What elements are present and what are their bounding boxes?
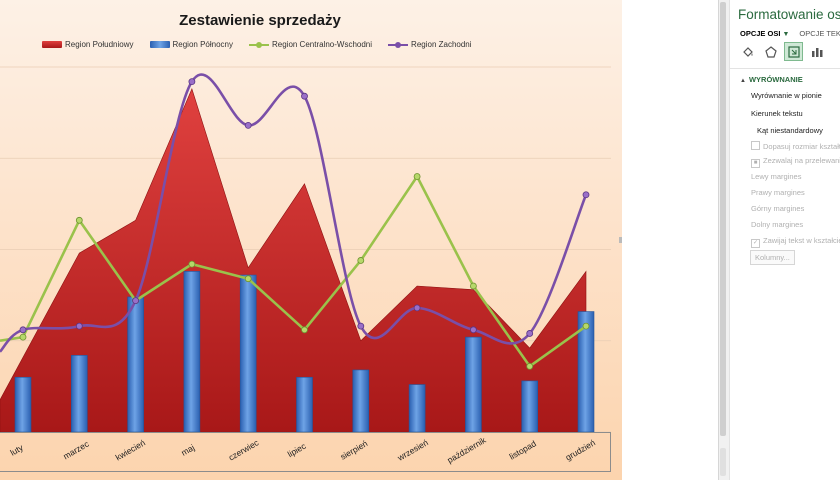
fill-line-icon[interactable] bbox=[738, 42, 757, 61]
checkbox-allow-overflow: ■ bbox=[751, 159, 760, 168]
legend-label: Region Południowy bbox=[65, 40, 134, 49]
legend-item[interactable]: Region Północny bbox=[149, 40, 233, 49]
point-region-zachodni[interactable] bbox=[413, 304, 421, 312]
plot-area[interactable] bbox=[0, 0, 622, 480]
bar-region-polnocny[interactable] bbox=[577, 311, 595, 433]
point-region-zachodni[interactable] bbox=[19, 326, 27, 334]
bar-region-polnocny[interactable] bbox=[465, 336, 482, 433]
legend-swatch bbox=[248, 41, 269, 49]
pane-icon-tabs bbox=[738, 42, 826, 61]
collapse-triangle-icon[interactable]: ▲ bbox=[740, 78, 746, 84]
x-axis-selection[interactable] bbox=[0, 432, 611, 472]
bar-region-polnocny[interactable] bbox=[352, 369, 370, 433]
bar-region-polnocny[interactable] bbox=[296, 376, 313, 433]
option-bottom-margin: Dolny margines bbox=[751, 220, 804, 229]
option-wrap-text-label: Zawijaj tekst w kształcie bbox=[763, 236, 840, 245]
option-resize-shape-label: Dopasuj rozmiar kształtu bbox=[763, 142, 840, 151]
chart-title[interactable]: Zestawienie sprzedaży bbox=[179, 12, 341, 29]
chart-resize-handle[interactable] bbox=[619, 237, 622, 243]
point-region-centralno-wschodni[interactable] bbox=[75, 216, 83, 224]
pane-separator bbox=[730, 68, 840, 69]
option-custom-angle[interactable]: Kąt niestandardowy bbox=[757, 126, 823, 135]
bar-region-polnocny[interactable] bbox=[239, 274, 257, 433]
point-region-centralno-wschodni[interactable] bbox=[582, 322, 590, 330]
bar-region-polnocny[interactable] bbox=[14, 376, 32, 433]
tab-axis-options-label: OPCJE OSI bbox=[740, 29, 781, 38]
line-region-centralno-wschodni[interactable] bbox=[0, 175, 587, 368]
size-properties-icon[interactable] bbox=[784, 42, 803, 61]
legend-swatch bbox=[388, 41, 409, 49]
point-region-zachodni[interactable] bbox=[301, 92, 308, 100]
axis-options-icon[interactable] bbox=[807, 42, 826, 61]
point-region-centralno-wschodni[interactable] bbox=[188, 260, 196, 268]
point-region-centralno-wschodni[interactable] bbox=[413, 173, 421, 180]
effects-icon[interactable] bbox=[761, 42, 780, 61]
legend-item[interactable]: Region Południowy bbox=[42, 40, 134, 49]
option-resize-shape: Dopasuj rozmiar kształtu bbox=[751, 141, 840, 151]
worksheet-gap bbox=[622, 0, 718, 480]
tab-text-options[interactable]: OPCJE TEKSTU bbox=[799, 29, 840, 38]
bar-region-polnocny[interactable] bbox=[408, 384, 426, 433]
option-vertical-alignment[interactable]: Wyrównanie w pionie bbox=[751, 91, 822, 100]
columns-button: Kolumny... bbox=[750, 250, 795, 265]
bar-region-polnocny[interactable] bbox=[127, 296, 144, 433]
bar-region-polnocny[interactable] bbox=[521, 380, 539, 433]
bar-region-polnocny[interactable] bbox=[71, 355, 88, 433]
section-alignment-header[interactable]: ▲ WYRÓWNANIE bbox=[740, 75, 803, 84]
point-region-zachodni[interactable] bbox=[526, 330, 534, 337]
scrollbar-thumb[interactable] bbox=[720, 2, 726, 436]
point-region-zachodni[interactable] bbox=[75, 322, 83, 330]
chart-area[interactable]: Zestawienie sprzedaży Region Południowy R… bbox=[0, 0, 622, 480]
legend-label: Region Zachodni bbox=[411, 40, 472, 49]
area-region-poludniowy[interactable] bbox=[0, 88, 587, 433]
legend-item[interactable]: Region Zachodni bbox=[388, 40, 472, 49]
option-right-margin: Prawy margines bbox=[751, 188, 805, 197]
chevron-down-icon[interactable]: ▼ bbox=[782, 31, 790, 38]
point-region-centralno-wschodni[interactable] bbox=[19, 333, 27, 341]
legend-label: Region Centralno-Wschodni bbox=[271, 40, 373, 49]
point-region-zachodni[interactable] bbox=[132, 297, 140, 305]
option-wrap-text: ✓ Zawijaj tekst w kształcie bbox=[751, 236, 840, 248]
option-left-margin: Lewy margines bbox=[751, 172, 802, 181]
point-region-centralno-wschodni[interactable] bbox=[469, 282, 477, 290]
point-region-zachodni[interactable] bbox=[357, 322, 365, 330]
point-region-zachodni[interactable] bbox=[188, 78, 196, 85]
legend-item[interactable]: Region Centralno-Wschodni bbox=[248, 40, 373, 49]
legend-label: Region Północny bbox=[172, 40, 233, 49]
pane-title: Formatowanie osi bbox=[738, 7, 840, 22]
point-region-centralno-wschodni[interactable] bbox=[244, 275, 252, 283]
chart-legend[interactable]: Region Południowy Region Północny Region C… bbox=[42, 40, 472, 49]
pane-tabs: OPCJE OSI▼ OPCJE TEKSTU bbox=[740, 29, 840, 38]
scrollbar-thumb-lower[interactable] bbox=[720, 448, 726, 476]
legend-swatch bbox=[42, 41, 62, 48]
option-allow-overflow: ■ Zezwalaj na przelewanie bbox=[751, 156, 840, 168]
section-alignment-label: WYRÓWNANIE bbox=[748, 75, 803, 84]
point-region-centralno-wschodni[interactable] bbox=[301, 326, 308, 334]
line-region-zachodni[interactable] bbox=[0, 73, 588, 353]
checkbox-wrap-text: ✓ bbox=[751, 239, 760, 248]
checkbox-resize-shape bbox=[751, 141, 760, 150]
option-allow-overflow-label: Zezwalaj na przelewanie bbox=[763, 156, 840, 165]
point-region-zachodni[interactable] bbox=[244, 122, 252, 129]
option-text-direction[interactable]: Kierunek tekstu bbox=[751, 109, 803, 118]
format-axis-pane: Formatowanie osi OPCJE OSI▼ OPCJE TEKSTU… bbox=[730, 0, 840, 480]
point-region-zachodni[interactable] bbox=[469, 326, 477, 334]
point-region-centralno-wschodni[interactable] bbox=[526, 362, 534, 370]
point-region-zachodni[interactable] bbox=[582, 191, 590, 199]
legend-swatch-marker bbox=[395, 41, 402, 48]
legend-swatch-marker bbox=[255, 41, 262, 48]
option-top-margin: Górny margines bbox=[751, 204, 805, 213]
point-region-centralno-wschodni[interactable] bbox=[357, 257, 365, 264]
bar-region-polnocny[interactable] bbox=[183, 271, 201, 433]
tab-axis-options[interactable]: OPCJE OSI ▼ bbox=[740, 29, 789, 38]
legend-swatch bbox=[149, 41, 170, 48]
